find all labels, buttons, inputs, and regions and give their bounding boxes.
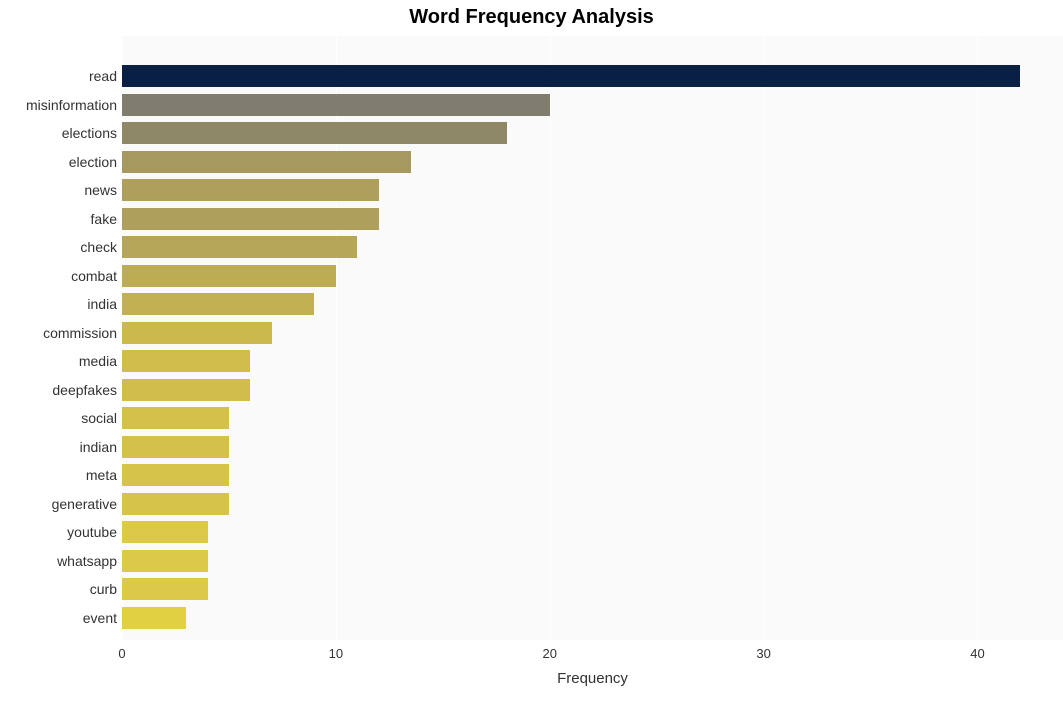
bar [122, 464, 229, 486]
bar-row [122, 65, 1063, 87]
x-axis-title: Frequency [122, 670, 1063, 687]
y-axis-label: check [2, 236, 117, 258]
y-axis-label: news [2, 179, 117, 201]
y-axis-label: media [2, 350, 117, 372]
bar-row [122, 521, 1063, 543]
bar [122, 407, 229, 429]
y-axis-label: indian [2, 436, 117, 458]
x-axis-tick: 30 [756, 646, 770, 661]
y-axis-label: commission [2, 322, 117, 344]
bar-row [122, 350, 1063, 372]
bar-row [122, 407, 1063, 429]
x-axis-tick: 20 [542, 646, 556, 661]
bar [122, 65, 1020, 87]
bar [122, 521, 208, 543]
y-axis-label: election [2, 151, 117, 173]
x-axis-tick: 10 [329, 646, 343, 661]
bar-row [122, 464, 1063, 486]
bar [122, 94, 550, 116]
bar-row [122, 151, 1063, 173]
bar-row [122, 236, 1063, 258]
y-axis-label: india [2, 293, 117, 315]
bar [122, 350, 250, 372]
bar-row [122, 436, 1063, 458]
bar [122, 578, 208, 600]
bar-row [122, 293, 1063, 315]
bar [122, 379, 250, 401]
y-axis-label: generative [2, 493, 117, 515]
bar [122, 607, 186, 629]
bar [122, 236, 357, 258]
y-axis-label: youtube [2, 521, 117, 543]
bar-row [122, 322, 1063, 344]
bar-row [122, 493, 1063, 515]
bar [122, 293, 314, 315]
bar-row [122, 208, 1063, 230]
y-axis-label: combat [2, 265, 117, 287]
y-axis-label: deepfakes [2, 379, 117, 401]
bar-row [122, 122, 1063, 144]
y-axis-label: elections [2, 122, 117, 144]
y-axis-label: event [2, 607, 117, 629]
bar-row [122, 550, 1063, 572]
y-axis-label: whatsapp [2, 550, 117, 572]
bar [122, 122, 507, 144]
plot-area [122, 36, 1063, 640]
x-axis-tick: 0 [118, 646, 125, 661]
bar [122, 151, 411, 173]
bar-row [122, 578, 1063, 600]
chart-container: Word Frequency Analysis 0 10 20 30 40 Freque… [0, 0, 1063, 701]
bar-row [122, 179, 1063, 201]
bar [122, 208, 379, 230]
bar-row [122, 94, 1063, 116]
bar [122, 322, 272, 344]
bar-row [122, 607, 1063, 629]
bar [122, 493, 229, 515]
y-axis-label: fake [2, 208, 117, 230]
bar [122, 179, 379, 201]
y-axis-label: curb [2, 578, 117, 600]
bar-row [122, 379, 1063, 401]
x-axis-tick: 40 [970, 646, 984, 661]
bar-row [122, 265, 1063, 287]
bar [122, 550, 208, 572]
chart-title: Word Frequency Analysis [0, 6, 1063, 29]
bar [122, 265, 336, 287]
bar [122, 436, 229, 458]
y-axis-label: social [2, 407, 117, 429]
y-axis-label: meta [2, 464, 117, 486]
y-axis-label: read [2, 65, 117, 87]
y-axis-label: misinformation [2, 94, 117, 116]
